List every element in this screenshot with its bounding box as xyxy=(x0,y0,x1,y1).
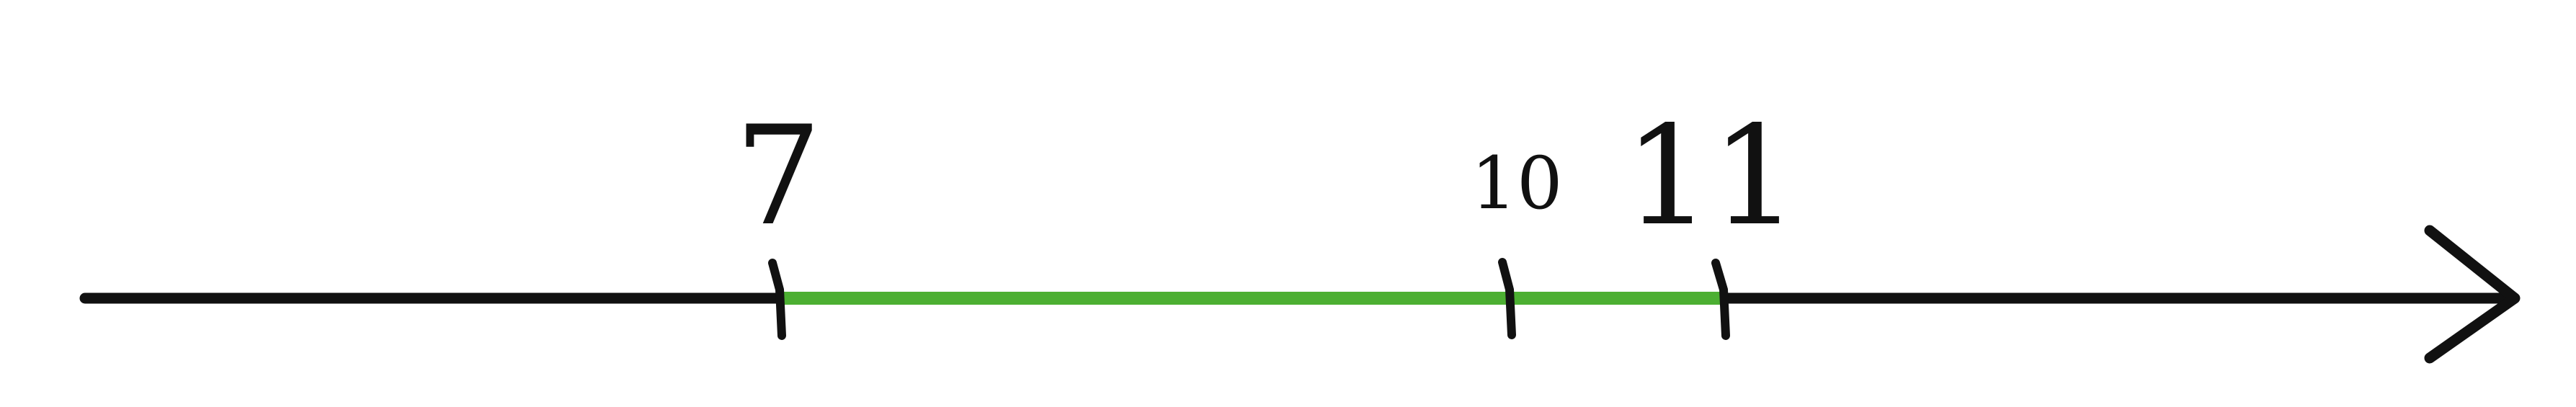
tick-7 xyxy=(768,259,786,340)
tick-label-7: 7 xyxy=(734,97,822,256)
arrow-head-icon xyxy=(2424,225,2521,364)
tick-10 xyxy=(1498,258,1516,339)
tick-label-10: 10 xyxy=(1471,141,1563,225)
tick-11 xyxy=(1711,259,1730,340)
tick-label-11: 11 xyxy=(1624,97,1799,256)
